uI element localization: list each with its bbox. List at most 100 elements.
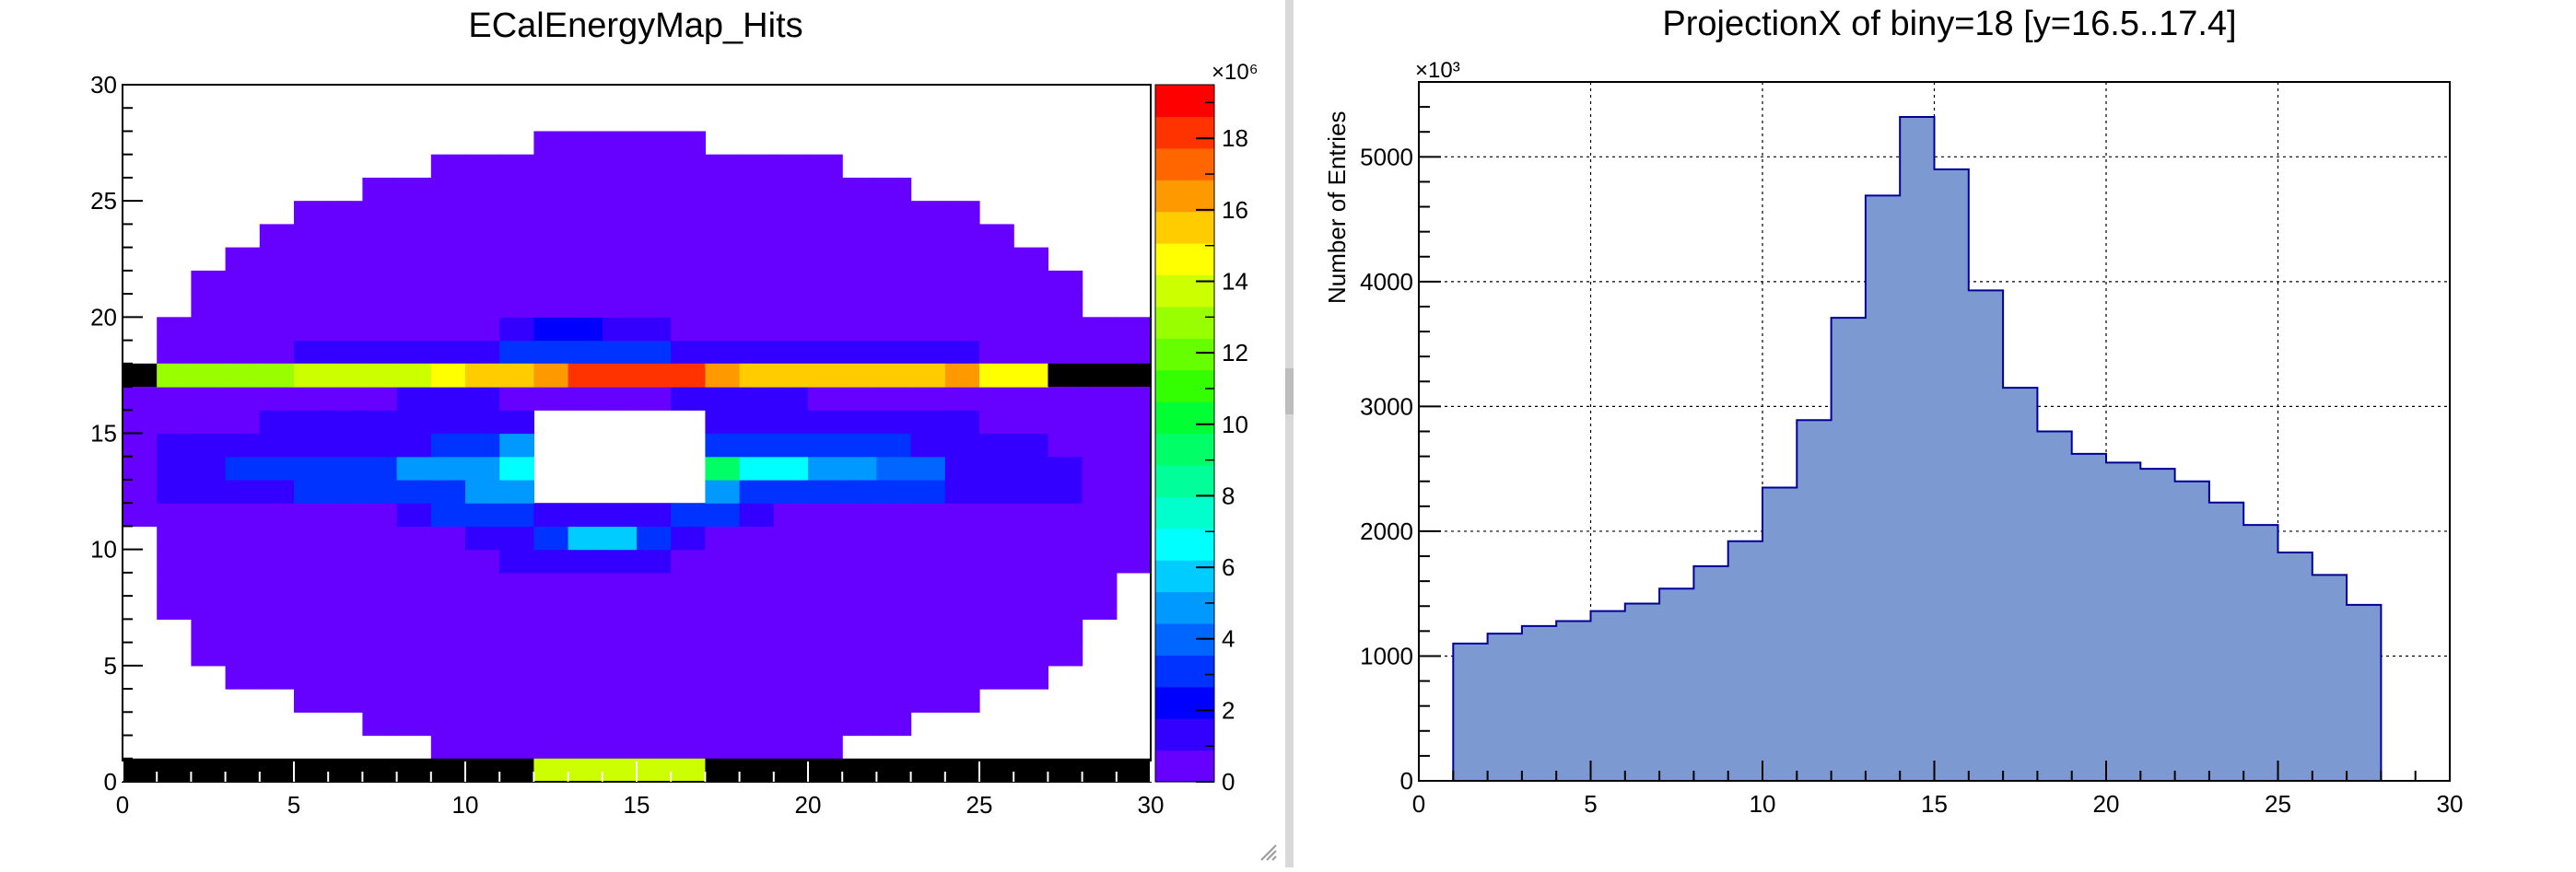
heatmap-cell [773, 665, 809, 690]
heatmap-cell [842, 549, 877, 574]
heatmap-cell [294, 410, 329, 435]
heatmap-cell [465, 433, 500, 458]
heatmap-cell [876, 479, 912, 504]
histogram-bar [1521, 625, 1557, 781]
x-tick-label: 10 [1750, 790, 1776, 818]
heatmap-cell [705, 317, 741, 342]
heatmap-cell [533, 503, 569, 528]
heatmap-cell [979, 340, 1014, 365]
heatmap-cell [191, 642, 227, 667]
heatmap-cell [362, 177, 398, 202]
heatmap-cell [225, 619, 261, 644]
heatmap-cell [842, 410, 877, 435]
heatmap-cell [671, 712, 706, 737]
heatmap-cell [499, 201, 534, 225]
heatmap-cell [225, 387, 261, 411]
histogram-bar [1659, 588, 1694, 781]
heatmap-cell [294, 665, 329, 690]
histogram-bar [2071, 453, 2107, 781]
heatmap-cell [739, 270, 775, 295]
heatmap-cell [430, 526, 466, 551]
heatmap-cell [157, 387, 192, 411]
heatmap-cell [808, 201, 843, 225]
heatmap-cell [259, 479, 295, 504]
histogram-bar [2037, 431, 2073, 781]
heatmap-cell [396, 642, 432, 667]
heatmap-cell [1082, 526, 1118, 551]
heatmap-cell [1082, 387, 1118, 411]
heatmap-cell [671, 177, 706, 202]
histogram-bar [2277, 552, 2313, 781]
heatmap-cell [362, 363, 398, 388]
heatmap-cell [705, 294, 741, 318]
heatmap-cell [1013, 387, 1048, 411]
heatmap-cell [773, 317, 809, 342]
heatmap-cell [430, 619, 466, 644]
heatmap-cell [910, 433, 946, 458]
heatmap-cell [430, 154, 466, 179]
histogram-bar [2312, 575, 2348, 781]
right-canvas-pad: ProjectionX of biny=18 [y=16.5..17.4] 0 5… [1294, 0, 2576, 867]
heatmap-cell [465, 619, 500, 644]
heatmap-cell [808, 177, 843, 202]
heatmap-cell [328, 410, 363, 435]
heatmap-cell [944, 479, 980, 504]
heatmap-cell [876, 387, 912, 411]
heatmap-cell [637, 665, 672, 690]
heatmap-cell [773, 270, 809, 295]
heatmap-cell [362, 503, 398, 528]
pane-divider[interactable] [1285, 0, 1294, 867]
heatmap-cell [773, 572, 809, 597]
heatmap-cell [191, 526, 227, 551]
heatmap-cell [328, 503, 363, 528]
heatmap-cell [842, 177, 877, 202]
heatmap-cell [328, 317, 363, 342]
heatmap-cell [259, 363, 295, 388]
heatmap-cell [808, 689, 843, 713]
histogram-bar [2003, 388, 2038, 781]
heatmap-cell [876, 503, 912, 528]
heatmap-cell [259, 294, 295, 318]
heatmap-cell [430, 224, 466, 249]
heatmap-cell [568, 596, 603, 620]
heatmap-cell [739, 340, 775, 365]
heatmap-cell [739, 619, 775, 644]
heatmap-cell [396, 503, 432, 528]
heatmap-cell [533, 758, 706, 782]
heatmap-cell [739, 387, 775, 411]
heatmap-cell [225, 665, 261, 690]
heatmap-cell [671, 549, 706, 574]
heatmap-cell [876, 712, 912, 737]
pane-divider-grip[interactable] [1285, 368, 1294, 414]
heatmap-cell [191, 294, 227, 318]
heatmap-cell [568, 619, 603, 644]
heatmap-cell [637, 689, 672, 713]
heatmap-cell [568, 201, 603, 225]
heatmap-cell [499, 503, 534, 528]
heatmap-cell [294, 247, 329, 272]
heatmap-cell [157, 317, 192, 342]
heatmap-cell [773, 247, 809, 272]
heatmap-cell [362, 247, 398, 272]
palette-swatch [1155, 147, 1214, 180]
heatmap-cell [430, 387, 466, 411]
heatmap-cell [191, 619, 227, 644]
heatmap-cell [705, 201, 741, 225]
heatmap-cell [773, 735, 809, 760]
heatmap-cell [944, 433, 980, 458]
heatmap-cell [808, 712, 843, 737]
heatmap-cell [910, 294, 946, 318]
heatmap-cell [465, 294, 500, 318]
resize-grip-icon[interactable] [1258, 842, 1278, 862]
heatmap-cell [191, 340, 227, 365]
heatmap-cell [944, 689, 980, 713]
heatmap-cell [533, 177, 569, 202]
heatmap-cell [396, 270, 432, 295]
heatmap-cell [739, 596, 775, 620]
heatmap-cell [773, 224, 809, 249]
histogram-bar [1831, 318, 1867, 781]
heatmap-cell [533, 270, 569, 295]
heatmap-cell [1048, 340, 1083, 365]
heatmap-cell [533, 247, 569, 272]
heatmap-cell [808, 549, 843, 574]
